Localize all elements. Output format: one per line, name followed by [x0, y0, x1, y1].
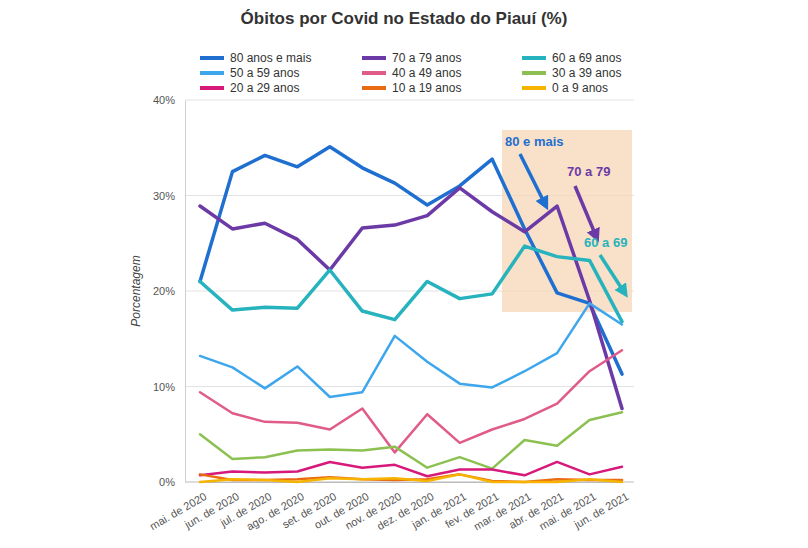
legend-swatch: [362, 56, 386, 60]
y-tick-label: 40%: [153, 94, 175, 106]
x-axis: mai. de 2020jun. de 2020jul. de 2020ago.…: [147, 482, 630, 532]
y-tick: 20%: [153, 285, 185, 297]
y-axis-title: Porcentagem: [129, 255, 143, 326]
legend-label: 40 a 49 anos: [392, 66, 461, 80]
annotations: 80 e mais70 a 79 60 a 69: [505, 134, 627, 292]
legend: 80 anos e mais 70 a 79 anos 60 a 69 anos 50…: [200, 51, 621, 95]
annotation: 80 e mais: [505, 134, 564, 149]
x-tick: ago. de 2020: [244, 482, 306, 532]
legend-item: 70 a 79 anos: [362, 51, 461, 65]
legend-item: 0 a 9 anos: [522, 81, 608, 95]
legend-item: 40 a 49 anos: [362, 66, 461, 80]
series-line: [200, 350, 622, 452]
annotation: 60 a 69: [584, 235, 627, 250]
legend-label: 0 a 9 anos: [552, 81, 608, 95]
legend-swatch: [200, 56, 224, 60]
y-tick: 10%: [153, 381, 185, 393]
y-tick-label: 20%: [153, 285, 175, 297]
grid-line: [185, 386, 634, 387]
annotation-arrow: [600, 255, 624, 292]
y-tick: 0%: [159, 476, 185, 488]
series-line: [200, 412, 622, 468]
legend-item: 50 a 59 anos: [200, 66, 299, 80]
x-tick: jun. de 2021: [571, 482, 630, 531]
legend-swatch: [200, 86, 224, 90]
annotation: 70 a 79: [567, 164, 610, 179]
grid: [185, 100, 634, 482]
series-line: [200, 147, 622, 374]
legend-swatch: [522, 71, 546, 75]
legend-label: 70 a 79 anos: [392, 51, 461, 65]
y-axis-line: [185, 101, 186, 483]
series-line: [200, 474, 622, 482]
annotation-arrow: [520, 154, 545, 204]
legend-swatch: [362, 71, 386, 75]
legend-item: 60 a 69 anos: [522, 51, 621, 65]
chart: Óbitos por Covid no Estado do Piauí (%) 0…: [0, 0, 808, 548]
y-tick-label: 10%: [153, 381, 175, 393]
title: Óbitos por Covid no Estado do Piauí (%): [241, 9, 568, 28]
series-line: [200, 303, 622, 397]
y-tick: 30%: [153, 190, 185, 202]
legend-item: 10 a 19 anos: [362, 81, 461, 95]
legend-label: 60 a 69 anos: [552, 51, 621, 65]
x-tick: mai. de 2020: [147, 482, 208, 532]
y-tick: 40%: [153, 94, 185, 106]
x-tick: mai. de 2021: [537, 482, 598, 532]
grid-line: [185, 100, 634, 101]
y-tick-label: 30%: [153, 190, 175, 202]
legend-label: 50 a 59 anos: [230, 66, 299, 80]
legend-swatch: [362, 86, 386, 90]
legend-swatch: [522, 56, 546, 60]
series-line: [200, 474, 622, 482]
legend-item: 30 a 39 anos: [522, 66, 621, 80]
x-tick: mar. de 2021: [472, 482, 534, 532]
legend-label: 30 a 39 anos: [552, 66, 621, 80]
legend-label: 20 a 29 anos: [230, 81, 299, 95]
y-tick-label: 0%: [159, 476, 175, 488]
legend-item: 80 anos e mais: [200, 51, 311, 65]
series-line: [200, 188, 622, 409]
series-line: [200, 462, 622, 476]
legend-label: 10 a 19 anos: [392, 81, 461, 95]
lines: [200, 147, 622, 482]
legend-item: 20 a 29 anos: [200, 81, 299, 95]
x-tick-label: jun. de 2021: [571, 490, 630, 531]
legend-swatch: [200, 71, 224, 75]
legend-swatch: [522, 86, 546, 90]
y-axis: 0% 10% 20% 30% 40%: [153, 94, 186, 488]
x-tick: dez. de 2020: [375, 482, 436, 532]
series-line: [200, 246, 622, 321]
legend-label: 80 anos e mais: [230, 51, 311, 65]
annotation-arrow: [575, 186, 596, 236]
